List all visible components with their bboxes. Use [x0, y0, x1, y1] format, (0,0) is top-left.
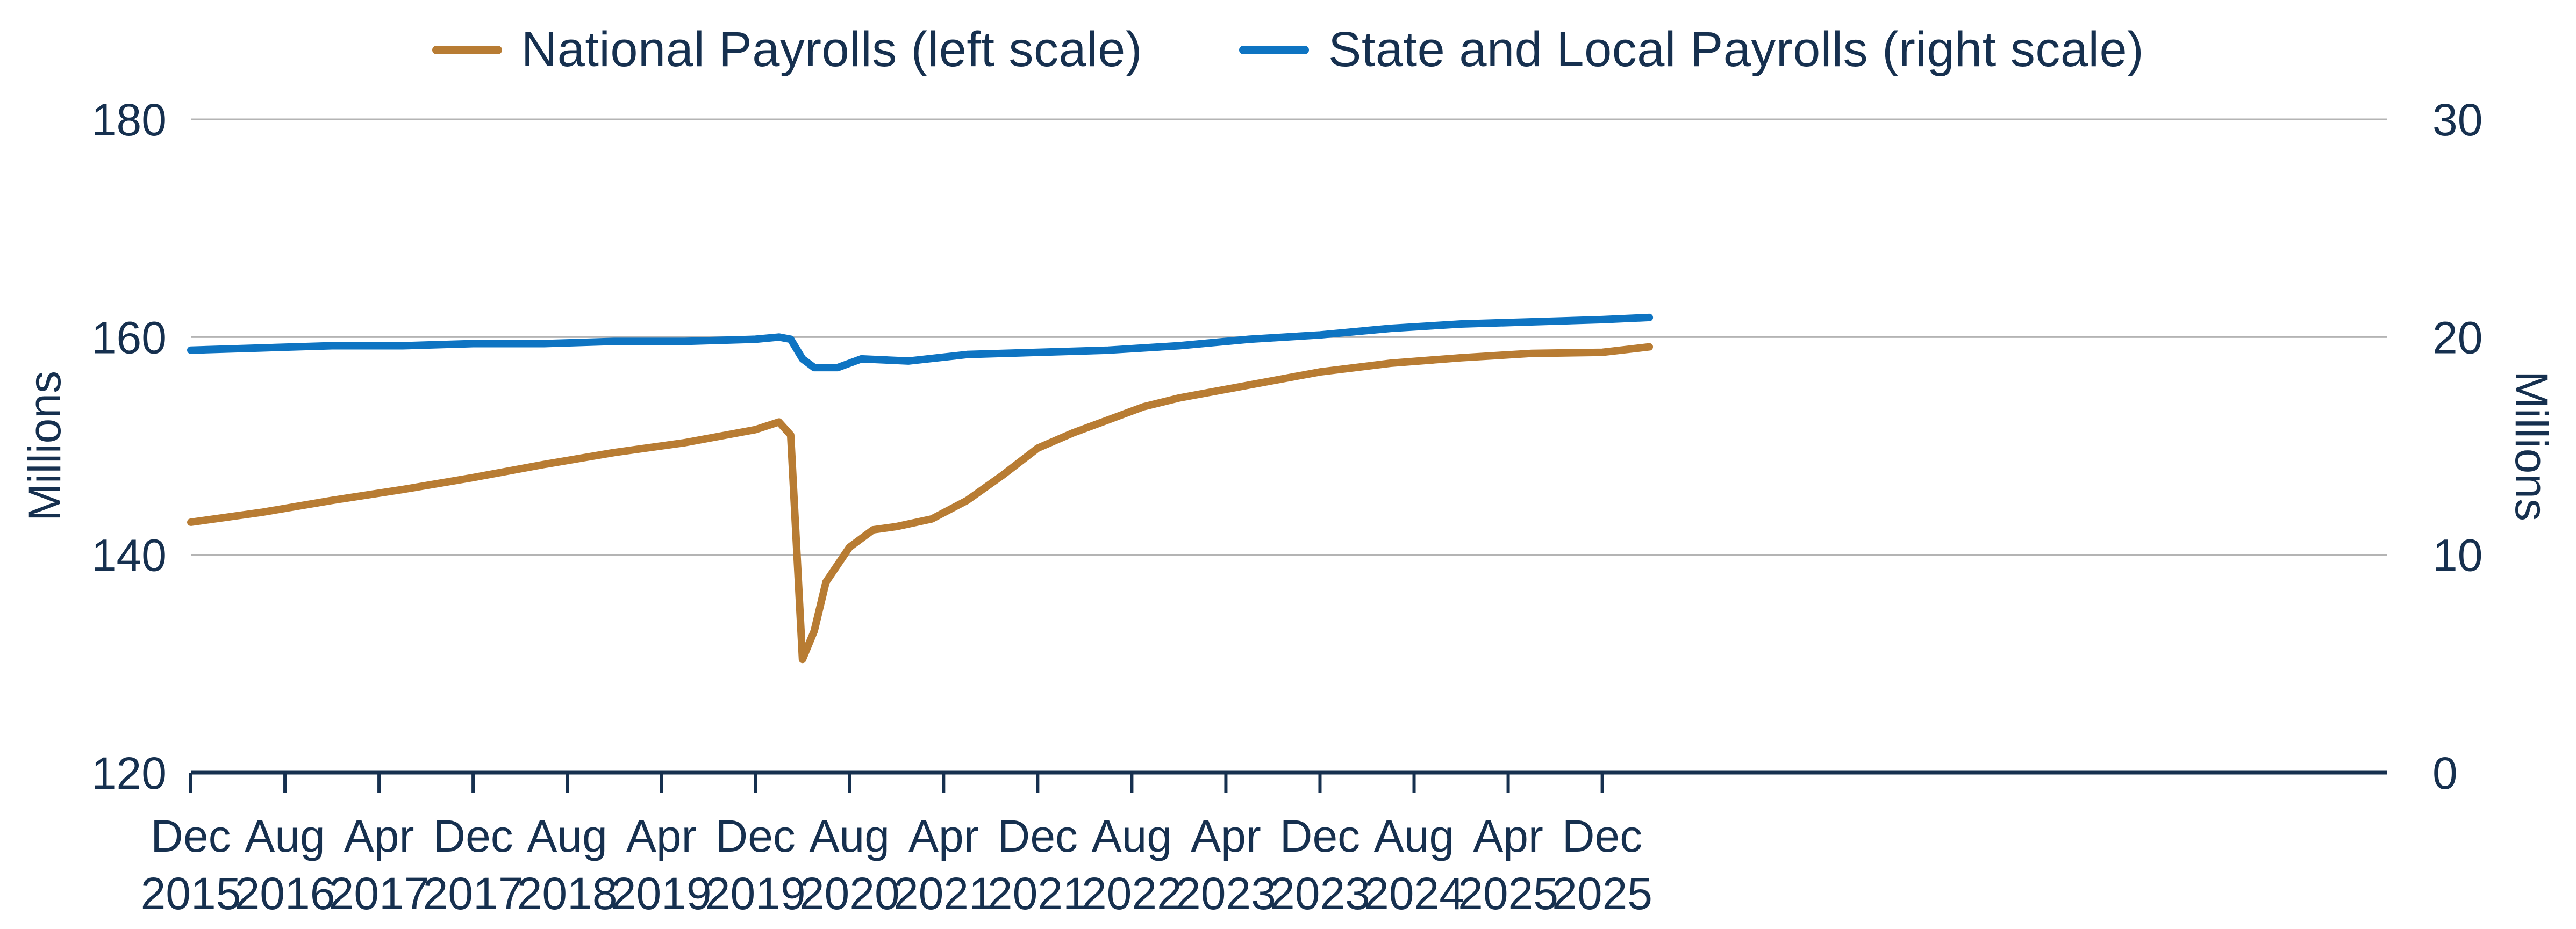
x-tick-label-year: 2019 — [705, 868, 806, 919]
x-tick-label-year: 2025 — [1458, 868, 1558, 919]
x-tick-label-year: 2021 — [893, 868, 994, 919]
x-tick-label-year: 2023 — [1176, 868, 1276, 919]
x-tick-label-year: 2019 — [611, 868, 712, 919]
right-tick-label: 30 — [2432, 95, 2482, 145]
x-tick-label-year: 2017 — [423, 868, 524, 919]
right-tick-label: 10 — [2432, 530, 2482, 581]
x-tick-label-month: Dec — [151, 811, 231, 861]
x-tick-label-month: Dec — [715, 811, 796, 861]
x-tick-label-year: 2017 — [329, 868, 430, 919]
x-tick-label-month: Dec — [998, 811, 1078, 861]
x-tick-label-year: 2018 — [517, 868, 618, 919]
x-tick-label-year: 2022 — [1082, 868, 1182, 919]
legend-item-state-local: State and Local Payrolls (right scale) — [1239, 21, 2144, 78]
x-tick-label-year: 2020 — [799, 868, 900, 919]
x-tick-label-month: Apr — [1191, 811, 1261, 861]
left-tick-label: 160 — [91, 312, 167, 363]
x-tick-label-month: Aug — [1374, 811, 1454, 861]
x-tick-label-month: Dec — [1280, 811, 1360, 861]
x-tick-label-year: 2025 — [1552, 868, 1652, 919]
right-tick-label: 20 — [2432, 312, 2482, 363]
legend-item-national: National Payrolls (left scale) — [432, 21, 1142, 78]
x-tick-label-month: Aug — [810, 811, 890, 861]
x-tick-label-month: Dec — [433, 811, 513, 861]
legend-label-state-local: State and Local Payrolls (right scale) — [1328, 22, 2144, 77]
left-tick-label: 140 — [91, 530, 167, 581]
legend-swatch-state-local — [1239, 45, 1309, 54]
x-tick-label-year: 2016 — [235, 868, 335, 919]
x-tick-label-month: Aug — [1092, 811, 1172, 861]
legend-label-national: National Payrolls (left scale) — [521, 22, 1142, 77]
x-tick-label-month: Apr — [344, 811, 414, 861]
state-local-payrolls-line — [187, 313, 1654, 372]
x-tick-label-year: 2021 — [988, 868, 1088, 919]
x-tick-label-month: Aug — [527, 811, 607, 861]
left-axis-label: Millions — [19, 371, 70, 521]
x-tick-label-month: Apr — [626, 811, 697, 861]
x-tick-label-year: 2015 — [141, 868, 241, 919]
right-tick-label: 0 — [2432, 748, 2458, 798]
right-axis-label: Millions — [2506, 371, 2557, 521]
x-tick-label-month: Apr — [1473, 811, 1543, 861]
national-payrolls-line — [187, 343, 1654, 664]
x-tick-label-month: Aug — [245, 811, 325, 861]
x-tick-label-month: Dec — [1562, 811, 1642, 861]
legend: National Payrolls (left scale) State and… — [0, 21, 2576, 78]
x-tick-label-month: Apr — [908, 811, 979, 861]
x-tick-label-year: 2023 — [1270, 868, 1370, 919]
x-tick-label-year: 2024 — [1364, 868, 1464, 919]
left-tick-label: 180 — [91, 95, 167, 145]
left-tick-label: 120 — [91, 748, 167, 798]
legend-swatch-national — [432, 45, 502, 54]
